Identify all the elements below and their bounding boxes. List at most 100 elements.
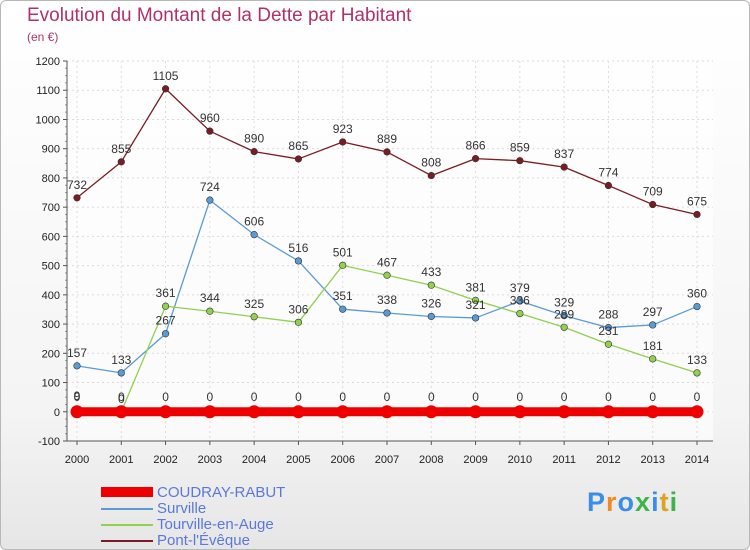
data-label-surville: 329 xyxy=(554,296,574,310)
data-label-coudray-rabut: 0 xyxy=(472,390,479,404)
data-point-pont-l-eveque xyxy=(383,148,391,156)
data-label-coudray-rabut: 0 xyxy=(694,390,701,404)
y-tick-label: 1000 xyxy=(36,114,60,126)
data-label-tourville-en-auge: 231 xyxy=(598,324,618,338)
data-point-coudray-rabut xyxy=(380,405,394,419)
data-label-surville: 360 xyxy=(687,287,707,301)
data-label-coudray-rabut: 0 xyxy=(517,390,524,404)
logo-letter: t xyxy=(659,487,670,517)
data-label-pont-l-eveque: 890 xyxy=(244,132,264,146)
data-point-tourville-en-auge xyxy=(383,271,391,279)
logo-letter: i xyxy=(669,487,679,517)
chart-title: Evolution du Montant de la Dette par Hab… xyxy=(27,5,412,26)
data-label-pont-l-eveque: 774 xyxy=(598,166,618,180)
data-label-tourville-en-auge: 289 xyxy=(554,307,574,321)
data-point-pont-l-eveque xyxy=(206,127,214,135)
data-point-tourville-en-auge xyxy=(339,261,347,269)
data-point-pont-l-eveque xyxy=(73,194,81,202)
y-tick-label: 500 xyxy=(42,261,60,273)
data-point-pont-l-eveque xyxy=(604,181,613,190)
data-label-surville: 338 xyxy=(377,293,397,307)
x-tick-label: 2010 xyxy=(508,454,532,466)
data-point-pont-l-eveque xyxy=(560,163,568,171)
y-tick-label: 1200 xyxy=(36,56,60,68)
data-point-tourville-en-auge xyxy=(250,313,258,321)
data-label-coudray-rabut: 0 xyxy=(605,390,612,404)
logo-letter: P xyxy=(587,487,607,517)
data-point-surville xyxy=(383,309,391,317)
plot-area xyxy=(67,61,713,441)
logo-letter: r xyxy=(606,487,618,517)
data-label-pont-l-eveque: 960 xyxy=(200,111,220,125)
data-point-coudray-rabut xyxy=(513,405,527,419)
data-label-pont-l-eveque: 855 xyxy=(111,142,131,156)
y-tick-label: 100 xyxy=(42,378,60,390)
logo-letter: i xyxy=(651,487,660,517)
x-tick-label: 2008 xyxy=(419,454,443,466)
chart-unit: (en €) xyxy=(27,30,59,44)
data-point-tourville-en-auge xyxy=(294,318,303,326)
data-label-tourville-en-auge: 381 xyxy=(466,280,486,294)
x-tick-label: 2011 xyxy=(552,454,576,466)
data-point-coudray-rabut xyxy=(690,405,704,419)
data-label-tourville-en-auge: 133 xyxy=(687,353,707,367)
data-label-coudray-rabut: 0 xyxy=(251,390,258,404)
y-tick-label: 800 xyxy=(42,173,60,185)
data-label-surville: 133 xyxy=(111,353,131,367)
data-point-coudray-rabut xyxy=(469,405,483,419)
data-point-pont-l-eveque xyxy=(516,157,524,165)
data-label-surville: 321 xyxy=(466,298,486,312)
y-tick-label: 600 xyxy=(42,231,60,243)
data-point-surville xyxy=(693,302,701,311)
y-tick-label: -100 xyxy=(38,436,60,448)
data-point-pont-l-eveque xyxy=(649,200,657,209)
data-point-pont-l-eveque xyxy=(471,155,480,163)
data-point-pont-l-eveque xyxy=(339,138,347,146)
data-label-surville: 516 xyxy=(288,241,308,255)
data-point-coudray-rabut xyxy=(557,405,571,419)
data-point-surville xyxy=(339,305,347,313)
y-tick-label: 1100 xyxy=(36,85,60,97)
data-label-tourville-en-auge: 0 xyxy=(118,392,125,406)
data-label-surville: 379 xyxy=(510,281,530,295)
legend-label-coudray-rabut: COUDRAY-RABUT xyxy=(157,484,286,501)
data-point-surville xyxy=(560,312,568,320)
data-label-pont-l-eveque: 866 xyxy=(466,139,486,153)
legend-swatch-surville xyxy=(101,508,153,510)
legend-label-surville: Surville xyxy=(157,500,207,517)
data-point-coudray-rabut xyxy=(336,405,350,419)
data-label-pont-l-eveque: 1105 xyxy=(153,69,179,83)
data-label-pont-l-eveque: 865 xyxy=(288,139,308,153)
x-tick-label: 2002 xyxy=(153,454,177,466)
data-point-tourville-en-auge xyxy=(560,323,568,331)
data-label-coudray-rabut: 0 xyxy=(339,390,346,404)
data-point-surville xyxy=(294,257,303,265)
data-point-tourville-en-auge xyxy=(206,307,214,315)
y-tick-label: 0 xyxy=(54,407,60,419)
x-tick-label: 2014 xyxy=(685,454,709,466)
data-label-surville: 724 xyxy=(200,180,220,194)
proxiti-logo: Proxiti xyxy=(587,487,678,518)
data-label-coudray-rabut: 0 xyxy=(162,390,169,404)
data-point-pont-l-eveque xyxy=(250,148,258,156)
logo-letter: x xyxy=(635,487,652,517)
data-label-surville: 606 xyxy=(244,215,264,229)
data-label-tourville-en-auge: 467 xyxy=(377,255,397,269)
x-tick-label: 2004 xyxy=(242,454,266,466)
data-label-pont-l-eveque: 889 xyxy=(377,132,397,146)
data-point-pont-l-eveque xyxy=(294,155,303,163)
y-tick-label: 700 xyxy=(42,202,60,214)
data-label-coudray-rabut: 0 xyxy=(649,390,656,404)
x-tick-label: 2006 xyxy=(330,454,354,466)
data-point-surville xyxy=(73,362,81,370)
data-point-tourville-en-auge xyxy=(471,296,480,305)
data-label-tourville-en-auge: 336 xyxy=(510,294,530,308)
data-label-pont-l-eveque: 808 xyxy=(421,156,441,170)
data-point-coudray-rabut xyxy=(114,405,128,419)
data-point-tourville-en-auge xyxy=(693,369,701,377)
data-point-surville xyxy=(516,297,524,305)
legend-swatch-pont-l-eveque xyxy=(101,540,153,542)
x-tick-label: 2009 xyxy=(463,454,487,466)
